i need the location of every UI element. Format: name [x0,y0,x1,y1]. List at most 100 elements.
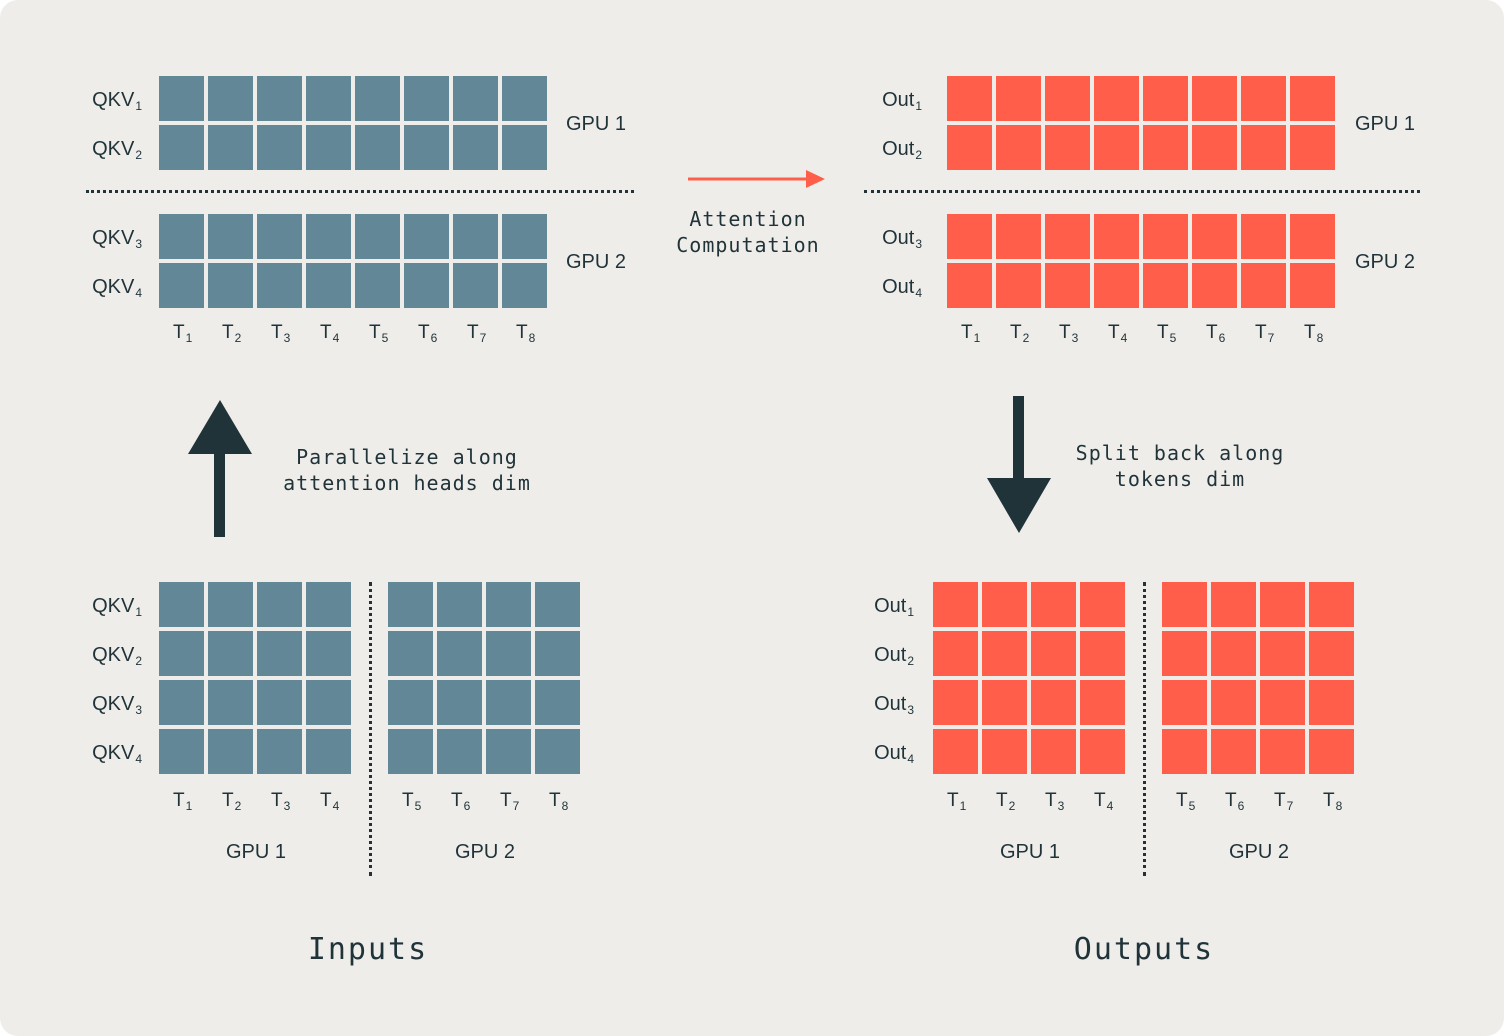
inputs-title: Inputs [307,932,429,967]
out-cell [1260,582,1305,627]
out-cell [1211,680,1256,725]
qkv-cell [159,631,204,676]
out-cell [1162,680,1207,725]
row-label-qkv3: QKV3 [92,227,142,251]
out-cell [1290,263,1335,308]
row-label-qkv4: QKV4 [92,276,142,300]
row-label-qkv3: QKV3 [92,693,142,717]
token-label: T7 [1255,322,1275,345]
out-cell [1211,729,1256,774]
out-cell [1192,214,1237,259]
row-label-qkv1: QKV1 [92,595,142,619]
qkv-cell [486,631,531,676]
out-cell [1094,76,1139,121]
out-cell [996,76,1041,121]
out-cell [1192,76,1237,121]
row-label-out4: Out4 [874,742,914,766]
out-cell [1241,214,1286,259]
qkv-cell [257,680,302,725]
out-cell [1309,729,1354,774]
out-cell [1290,125,1335,170]
out-cell [1192,125,1237,170]
out-cell [1045,125,1090,170]
qkv-cell [437,631,482,676]
qkv-cell [404,263,449,308]
out-cell [1143,214,1188,259]
gpu-divider [369,582,372,876]
token-label: T1 [961,322,981,345]
out-cell [947,214,992,259]
qkv-cell [535,729,580,774]
out-cell [947,125,992,170]
row-label-qkv2: QKV2 [92,644,142,668]
qkv-cell [257,631,302,676]
qkv-cell [437,582,482,627]
token-label: T3 [271,322,291,345]
qkv-cell [306,680,351,725]
out-cell [1143,125,1188,170]
qkv-cell [208,125,253,170]
out-cell [1241,263,1286,308]
out-cell [1260,680,1305,725]
token-label: T8 [549,790,569,813]
qkv-cell [486,582,531,627]
out-cell [1080,631,1125,676]
qkv-cell [404,214,449,259]
row-label-out2: Out2 [882,138,922,162]
qkv-cell [306,214,351,259]
attention-caption: Attention Computation [676,207,820,257]
qkv-cell [535,631,580,676]
out-cell [1031,680,1076,725]
token-label: T4 [1094,790,1114,813]
out-cell [996,125,1041,170]
row-label-out4: Out4 [882,276,922,300]
out-cell [1045,76,1090,121]
token-label: T3 [1059,322,1079,345]
token-label: T4 [320,790,340,813]
qkv-cell [437,729,482,774]
row-label-out3: Out3 [882,227,922,251]
qkv-cell [306,631,351,676]
token-label: T5 [369,322,389,345]
qkv-cell [453,214,498,259]
qkv-cell [208,76,253,121]
qkv-cell [159,214,204,259]
out-cell [982,631,1027,676]
qkv-cell [404,76,449,121]
split-caption: Split back along tokens dim [1075,441,1285,491]
out-cell [1162,582,1207,627]
row-label-out2: Out2 [874,644,914,668]
out-cell [1031,729,1076,774]
out-cell [1094,125,1139,170]
qkv-cell [257,76,302,121]
row-label-out1: Out1 [882,89,922,113]
qkv-cell [486,729,531,774]
qkv-cell [208,631,253,676]
qkv-cell [257,729,302,774]
qkv-cell [388,729,433,774]
qkv-cell [355,263,400,308]
out-cell [1094,263,1139,308]
out-cell [1309,582,1354,627]
out-cell [1031,631,1076,676]
out-cell [1211,582,1256,627]
out-cell [1143,76,1188,121]
token-label: T7 [1274,790,1294,813]
out-cell [933,729,978,774]
token-label: T6 [1225,790,1245,813]
gpu-divider [1143,582,1146,876]
qkv-cell [355,125,400,170]
qkv-cell [502,76,547,121]
qkv-cell [437,680,482,725]
row-label-out3: Out3 [874,693,914,717]
qkv-cell [257,263,302,308]
qkv-cell [208,263,253,308]
token-label: T6 [1206,322,1226,345]
qkv-cell [306,263,351,308]
out-cell [1031,582,1076,627]
token-label: T1 [173,790,193,813]
qkv-cell [502,263,547,308]
out-cell [982,680,1027,725]
out-cell [982,729,1027,774]
